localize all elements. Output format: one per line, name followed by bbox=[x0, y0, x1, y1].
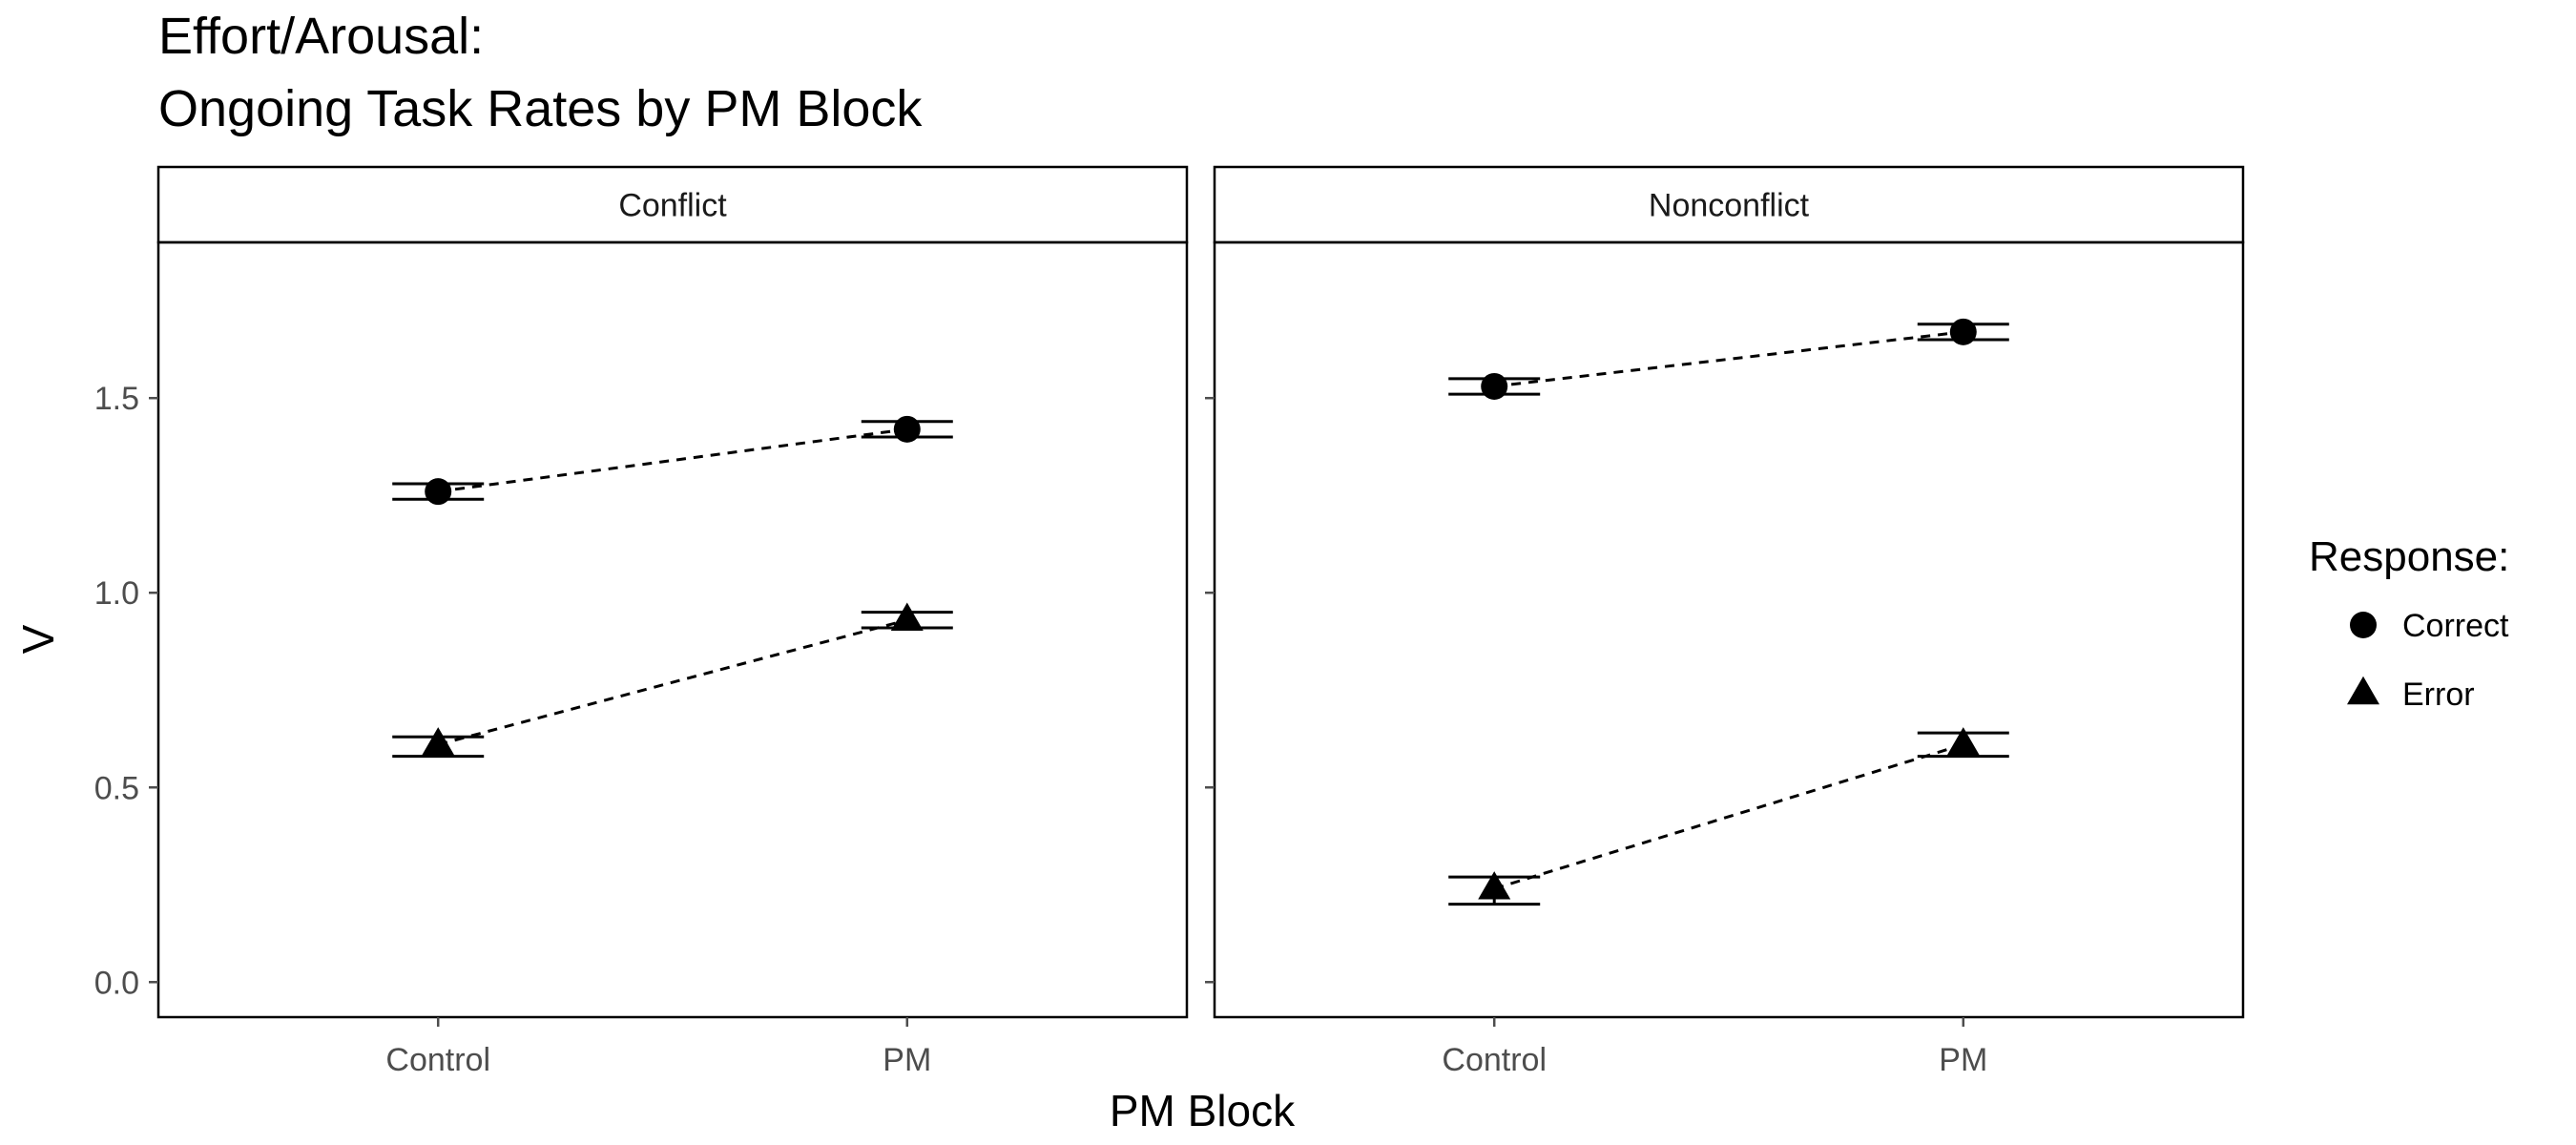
line-conflict-error bbox=[437, 618, 908, 746]
legend-title: Response: bbox=[2309, 533, 2509, 580]
plot-border-conflict bbox=[156, 240, 1189, 1019]
strip-conflict bbox=[156, 165, 1189, 244]
strip-label-conflict: Conflict bbox=[618, 188, 727, 224]
legend: Response: Correct Error bbox=[2309, 533, 2509, 713]
x-tick-label-nonconflict-0: Control bbox=[1442, 1042, 1547, 1078]
plot-border-nonconflict bbox=[1213, 240, 2245, 1019]
legend-item-error: Error bbox=[2347, 676, 2475, 713]
legend-key-error bbox=[2347, 676, 2379, 705]
strip-label-nonconflict: Nonconflict bbox=[1649, 188, 1810, 224]
strip-nonconflict bbox=[1213, 165, 2245, 244]
line-nonconflict-error bbox=[1493, 742, 1964, 890]
legend-key-correct bbox=[2350, 612, 2377, 638]
panel-conflict: Conflict 0.0 0.5 1.0 1.5 Control PM bbox=[94, 165, 1189, 1078]
chart-title-line-1: Effort/Arousal: bbox=[158, 8, 484, 65]
y-tick-label-3: 1.5 bbox=[94, 381, 139, 417]
x-tick-label-nonconflict-1: PM bbox=[1939, 1042, 1987, 1078]
point-conflict-error-1 bbox=[890, 602, 924, 631]
line-conflict-correct bbox=[438, 427, 907, 493]
point-nonconflict-correct-0 bbox=[1481, 372, 1508, 400]
series-nonconflict-correct bbox=[1448, 318, 2009, 400]
series-conflict-correct bbox=[392, 415, 953, 506]
series-nonconflict-error bbox=[1448, 727, 2009, 906]
legend-items: Correct Error bbox=[2347, 608, 2509, 713]
y-axis-title: V bbox=[13, 624, 63, 654]
point-nonconflict-error-1 bbox=[1946, 727, 1980, 756]
point-conflict-correct-1 bbox=[893, 415, 921, 443]
y-tick-label-1: 0.5 bbox=[94, 770, 139, 806]
x-tick-label-conflict-1: PM bbox=[883, 1042, 931, 1078]
legend-label-correct: Correct bbox=[2402, 608, 2509, 644]
point-conflict-error-0 bbox=[422, 727, 455, 756]
chart-title-line-2: Ongoing Task Rates by PM Block bbox=[158, 80, 923, 137]
point-conflict-correct-0 bbox=[425, 478, 452, 506]
legend-item-correct: Correct bbox=[2350, 608, 2509, 644]
x-axis-title: PM Block bbox=[1110, 1086, 1296, 1135]
line-nonconflict-correct bbox=[1494, 330, 1963, 388]
x-tick-label-conflict-0: Control bbox=[385, 1042, 490, 1078]
y-tick-label-2: 1.0 bbox=[94, 575, 139, 612]
point-nonconflict-correct-1 bbox=[1949, 318, 1977, 345]
y-tick-label-0: 0.0 bbox=[94, 965, 139, 1001]
legend-label-error: Error bbox=[2402, 677, 2475, 713]
series-conflict-error bbox=[392, 602, 953, 759]
point-nonconflict-error-0 bbox=[1478, 871, 1511, 900]
panel-nonconflict: Nonconflict Control PM bbox=[1205, 165, 2245, 1078]
